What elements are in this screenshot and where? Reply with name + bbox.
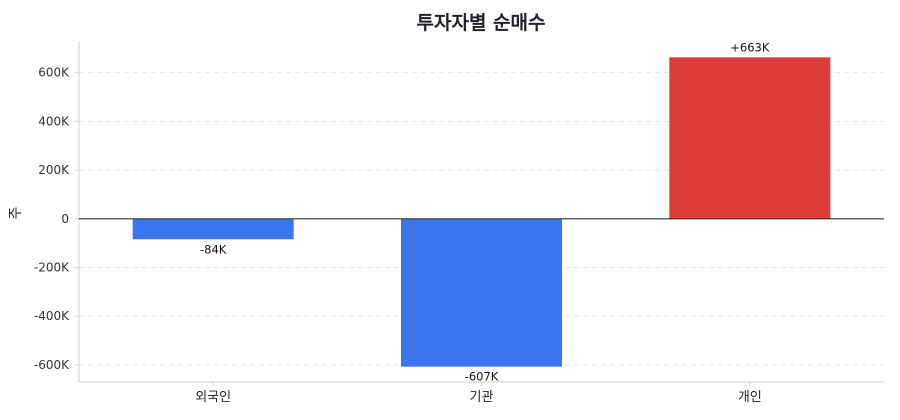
y-tick-label: 600K [38,66,70,80]
x-tick-label: 외국인 [195,390,231,405]
y-tick-label: -200K [34,261,70,275]
bar [132,218,294,240]
bar [401,218,562,367]
x-tick-label: 개인 [738,390,762,405]
y-tick-label: 400K [38,114,70,128]
bars [132,57,831,367]
y-tick-label: -600K [34,358,70,372]
y-axis-label: 주 [8,206,24,219]
axes: -600K -400K -200K 0 200K 400K 600K 외국인 기관 개인 [34,41,884,405]
y-tick-label: -400K [34,309,70,323]
data-label: -84K [200,242,227,256]
data-label: -607K [465,370,499,384]
y-tick-label: 200K [38,163,70,177]
chart-title: 투자자별 순매수 [417,12,546,34]
data-label: +663K [730,40,770,54]
bar [669,57,831,219]
x-tick-label: 기관 [470,390,494,405]
y-tick-label: 0 [61,212,69,226]
data-labels: -84K -607K +663K [200,40,770,383]
